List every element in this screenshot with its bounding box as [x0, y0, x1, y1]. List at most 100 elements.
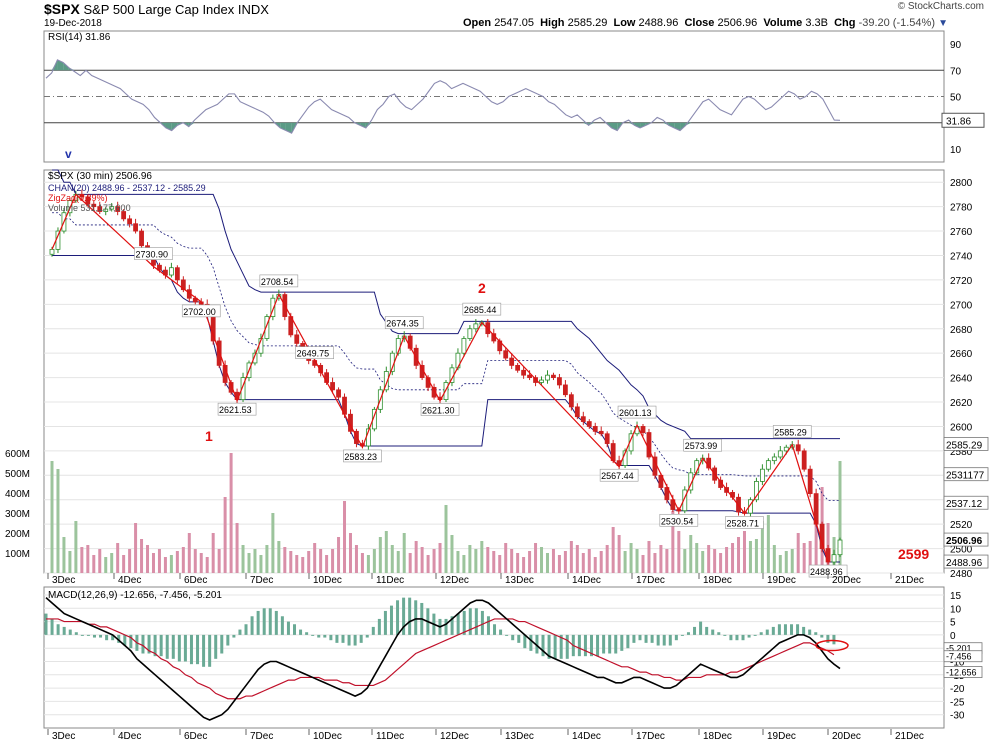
price-callout: 2702.00: [183, 307, 216, 317]
macd-histogram-bar: [196, 634, 200, 665]
triangle-down-icon[interactable]: ▼: [938, 18, 948, 29]
candle-body: [294, 334, 300, 344]
macd-histogram-bar: [517, 634, 521, 643]
candle-body: [85, 196, 91, 205]
x-axis-label-price: 21Dec: [895, 575, 924, 586]
candle-body: [103, 208, 109, 212]
candle-body: [115, 206, 121, 212]
candle-body: [473, 323, 479, 330]
macd-axis-box: [943, 666, 983, 678]
volume-bar: [653, 553, 657, 573]
volume-bar: [540, 547, 544, 573]
symbol: $SPX: [44, 1, 80, 17]
volume-bar: [444, 505, 448, 573]
candle-body: [586, 421, 592, 427]
macd-histogram-bar: [505, 634, 509, 636]
volume-bar: [378, 537, 382, 573]
candle-body: [109, 206, 115, 210]
volume-bar: [181, 547, 185, 573]
volume-bar: [199, 553, 203, 573]
macd-histogram-bar: [365, 634, 369, 638]
candle-body: [467, 328, 473, 339]
rsi-oversold-fill: [634, 122, 641, 128]
x-axis-label-macd: 21Dec: [895, 731, 924, 742]
macd-axis-label: -5.201: [946, 644, 972, 654]
high-value: 2585.29: [567, 17, 608, 29]
macd-histogram-bar: [559, 634, 563, 659]
macd-histogram-bar: [523, 634, 527, 649]
volume-bar: [510, 549, 514, 573]
macd-histogram-bar: [353, 634, 357, 646]
volume-bar: [205, 557, 209, 573]
rsi-legend: RSI(14) 31.86: [48, 32, 111, 43]
candle-body: [252, 352, 258, 364]
candle-body: [383, 371, 389, 391]
candle-body: [174, 267, 180, 281]
volume-bar: [211, 533, 215, 573]
rsi-last-label: 31.86: [946, 116, 971, 127]
volume-tick-label: 100M: [5, 549, 30, 560]
rsi-tick-label: 70: [950, 66, 962, 77]
volume-bar: [319, 549, 323, 573]
candle-body: [754, 481, 759, 501]
volume-tick-label: 400M: [5, 489, 30, 500]
price-callout: 2730.90: [135, 250, 168, 260]
macd-histogram-bar: [268, 608, 272, 635]
macd-histogram-bar: [311, 634, 315, 636]
candle-body: [783, 446, 789, 452]
volume-tick-label: 200M: [5, 529, 30, 540]
macd-histogram-bar: [371, 626, 375, 635]
ohlc-readout: Open 2547.05 High 2585.29 Low 2488.96 Cl…: [463, 17, 948, 29]
volume-bar: [313, 543, 317, 573]
volume-bar: [731, 543, 735, 573]
price-callout-box: [217, 402, 257, 416]
candle-body: [568, 394, 574, 408]
candle-body: [264, 316, 270, 339]
rsi-oversold-fill: [640, 122, 646, 128]
macd-histogram-bar: [159, 634, 163, 657]
rsi-oversold-fill: [365, 122, 372, 128]
volume-bar: [629, 543, 633, 573]
macd-histogram-bar: [280, 616, 284, 635]
volume-bar: [128, 549, 132, 573]
legend-volume: Volume 531,177,600: [48, 203, 131, 213]
price-callout-box: [683, 438, 722, 452]
rsi-oversold-fill: [360, 122, 366, 128]
macd-histogram-bar: [341, 634, 345, 643]
x-axis-label-price: 11Dec: [376, 575, 404, 586]
macd-histogram-bar: [783, 624, 787, 635]
x-axis-label-macd: 20Dec: [832, 731, 861, 742]
macd-histogram-bar: [602, 634, 606, 654]
macd-histogram-bar: [147, 634, 151, 654]
macd-histogram-bar: [614, 634, 618, 654]
price-callout: 2528.71: [726, 519, 759, 529]
volume-bar: [754, 539, 758, 573]
volume-bar: [301, 557, 305, 573]
price-tick-label: 2600: [950, 422, 973, 433]
price-callout: 2674.35: [386, 319, 419, 329]
macd-histogram-bar: [80, 634, 84, 636]
volume-bar: [396, 551, 400, 573]
volume-bar: [838, 461, 842, 573]
candle-body: [240, 377, 246, 400]
candle-body: [336, 389, 341, 398]
volume-bar: [707, 545, 711, 573]
x-axis-label-macd: 3Dec: [52, 731, 75, 742]
volume-bar: [713, 549, 717, 573]
volume-bar: [563, 551, 567, 573]
volume-bar: [695, 543, 699, 573]
candle-body: [127, 218, 133, 225]
macd-histogram-bar: [674, 634, 678, 641]
macd-histogram-bar: [105, 634, 109, 641]
volume-bar: [719, 553, 723, 573]
volume-value: 3.3B: [805, 17, 828, 29]
macd-histogram-bar: [759, 632, 763, 635]
axis-price-box: [943, 495, 989, 510]
macd-histogram-bar: [741, 634, 745, 641]
wave-2-label: 2: [478, 280, 486, 296]
price-callout: 2488.96: [810, 567, 843, 577]
macd-histogram-bar: [729, 634, 733, 641]
volume-bar: [56, 469, 60, 573]
x-axis-label-price: 14Dec: [572, 575, 601, 586]
candle-body: [777, 450, 783, 458]
